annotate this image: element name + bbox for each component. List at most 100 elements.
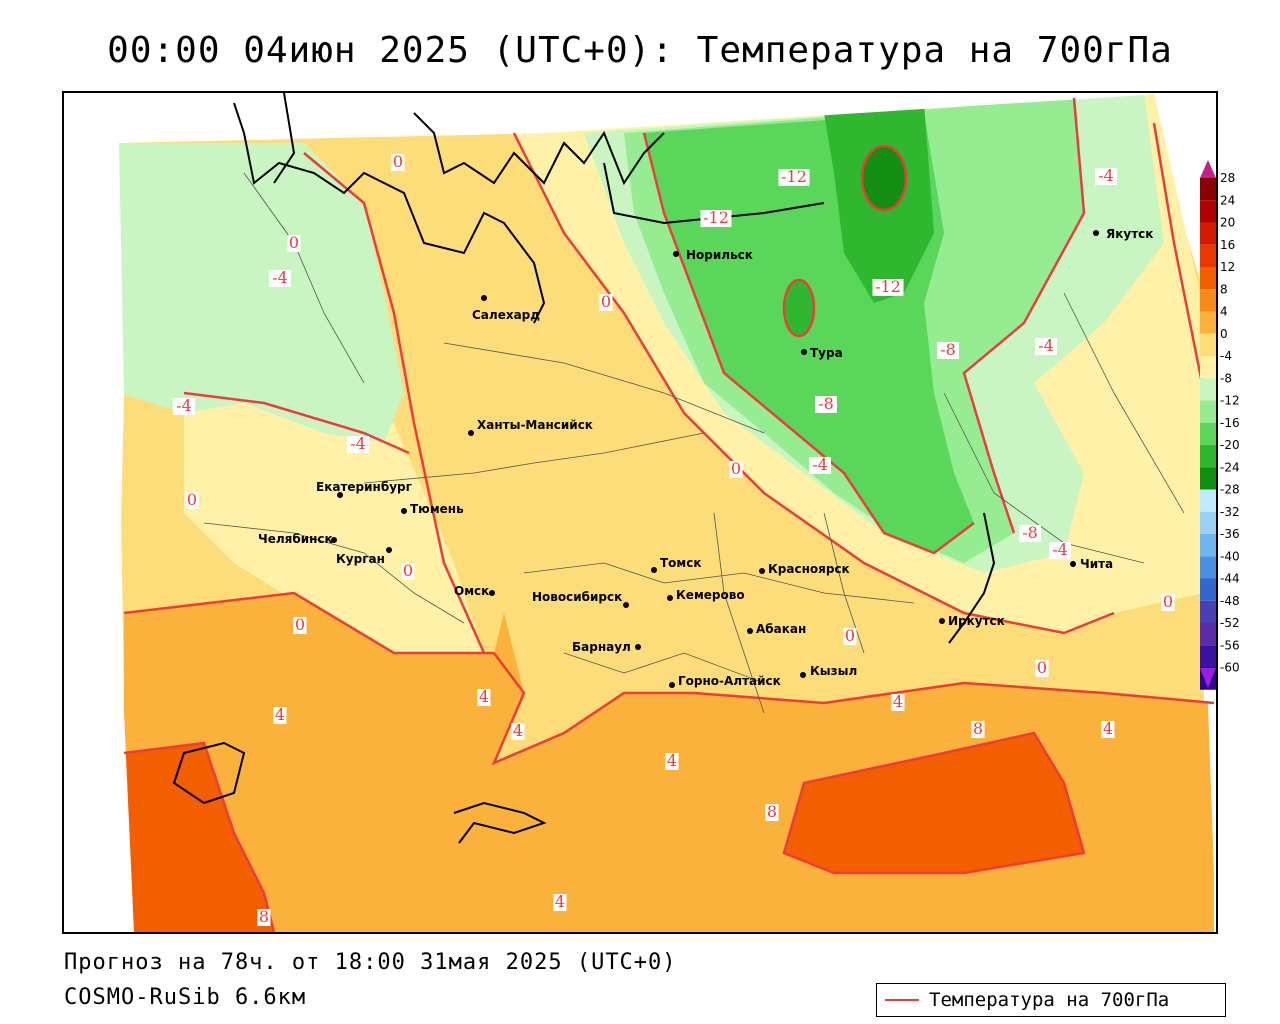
colorbar-top-arrow — [1200, 160, 1216, 178]
temperature-contours — [123, 97, 1215, 932]
colorbar-tick-label: 8 — [1220, 282, 1228, 296]
contour-label: -8 — [937, 340, 959, 359]
forecast-info: Прогноз на 78ч. от 18:00 31мая 2025 (UTC… — [64, 950, 677, 975]
colorbar-tick-label: -8 — [1220, 371, 1232, 385]
map-title: 00:00 04июн 2025 (UTC+0): Температура на… — [107, 30, 1173, 71]
contour-label: 4 — [511, 721, 525, 740]
colorbar-tick-label: 12 — [1220, 260, 1235, 274]
colorbar-box — [1200, 534, 1216, 557]
svg-text:4: 4 — [275, 705, 285, 724]
svg-text:-12: -12 — [703, 208, 729, 227]
contour-label: 0 — [287, 233, 301, 252]
colorbar-box — [1200, 200, 1216, 223]
legend: Температура на 700гПа — [876, 983, 1226, 1017]
colorbar: 28 24 20 16 12 8 4 0 -4 -8 -12 -16 -20 -24 -28 -32 -36 -4… — [1200, 160, 1240, 690]
city-label-kurgan: Курган — [336, 552, 385, 566]
contour-label: -4 — [347, 434, 369, 453]
temp-field-minus4-0-west — [184, 393, 484, 653]
colorbar-bottom-arrow — [1200, 668, 1216, 688]
contour-label: 4 — [553, 892, 567, 911]
city-label-kyzyl: Кызыл — [810, 664, 857, 678]
colorbar-box — [1200, 244, 1216, 267]
city-dot-kemerovo — [667, 595, 673, 601]
city-label-gorno-altaysk: Горно-Алтайск — [678, 674, 781, 688]
coastlines — [172, 93, 996, 844]
colorbar-tick-label: -52 — [1220, 616, 1240, 630]
city-label-yakutsk: Якутск — [1106, 227, 1153, 241]
svg-text:-8: -8 — [818, 394, 834, 413]
city-dot-salekhard — [481, 295, 487, 301]
colorbar-tick-label: -4 — [1220, 349, 1232, 363]
domain-mask-top — [64, 93, 1154, 143]
contour-label: -4 — [1095, 166, 1117, 185]
city-markers: Норильск Якутск Салехард Тура Ханты-Манс… — [258, 227, 1153, 688]
city-label-abakan: Абакан — [756, 622, 806, 636]
svg-text:-4: -4 — [1038, 336, 1054, 355]
city-dot-norilsk — [673, 251, 679, 257]
colorbar-box — [1200, 400, 1216, 423]
city-dot-gorno-altaysk — [669, 682, 675, 688]
svg-text:4: 4 — [513, 721, 523, 740]
svg-text:4: 4 — [667, 751, 677, 770]
city-label-tyumen: Тюмень — [410, 502, 464, 516]
svg-text:-4: -4 — [812, 455, 828, 474]
map-canvas: Норильск Якутск Салехард Тура Ханты-Манс… — [64, 93, 1216, 932]
contour-label: 4 — [477, 687, 491, 706]
contour-label: -8 — [1019, 523, 1041, 542]
contour-label: 0 — [293, 615, 307, 634]
temp-cold-core — [862, 146, 906, 210]
colorbar-tick-label: -32 — [1220, 505, 1240, 519]
colorbar-box — [1200, 178, 1216, 201]
city-label-barnaul: Барнаул — [572, 640, 631, 654]
colorbar-box — [1200, 623, 1216, 646]
svg-text:0: 0 — [187, 490, 197, 509]
colorbar-tick-label: -60 — [1220, 661, 1240, 675]
contour-label: 8 — [765, 802, 779, 821]
colorbar-box — [1200, 467, 1216, 490]
contour-label: -12 — [700, 208, 732, 227]
contour-label: -4 — [173, 396, 195, 415]
contour-label: -4 — [269, 268, 291, 287]
colorbar-box — [1200, 511, 1216, 534]
colorbar-tick-label: 0 — [1220, 327, 1228, 341]
domain-mask-left — [64, 93, 134, 932]
contour-label: 8 — [257, 907, 271, 926]
city-label-ekaterinburg: Екатеринбург — [316, 480, 412, 494]
temp-field-8plus-south — [784, 733, 1084, 873]
contour-label: -8 — [815, 394, 837, 413]
admin-boundaries — [203, 172, 1185, 714]
city-dot-khanty-mansiysk — [468, 430, 474, 436]
colorbar-tick-label: -40 — [1220, 549, 1240, 563]
colorbar-box — [1200, 356, 1216, 379]
colorbar-box — [1200, 556, 1216, 579]
colorbar-tick-label: -16 — [1220, 416, 1240, 430]
colorbar-tick-label: -36 — [1220, 527, 1240, 541]
svg-text:0: 0 — [731, 459, 741, 478]
city-label-khanty-mansiysk: Ханты-Мансийск — [477, 418, 593, 432]
contour-label: 0 — [1035, 658, 1049, 677]
svg-text:-4: -4 — [1052, 540, 1068, 559]
city-dot-barnaul — [635, 644, 641, 650]
svg-text:0: 0 — [393, 152, 403, 171]
contour-label: 4 — [665, 751, 679, 770]
svg-text:-12: -12 — [781, 167, 807, 186]
colorbar-tick-label: 4 — [1220, 305, 1228, 319]
city-label-salekhard: Салехард — [472, 308, 540, 322]
city-label-kemerovo: Кемерово — [676, 588, 745, 602]
colorbar-tick-label: -20 — [1220, 438, 1240, 452]
svg-text:0: 0 — [295, 615, 305, 634]
temperature-map[interactable]: Норильск Якутск Салехард Тура Ханты-Манс… — [62, 91, 1218, 934]
city-dot-omsk — [489, 590, 495, 596]
colorbar-box — [1200, 645, 1216, 668]
colorbar-tick-label: 16 — [1220, 238, 1235, 252]
colorbar-tick-label: -28 — [1220, 483, 1240, 497]
city-dot-novosibirsk — [623, 602, 629, 608]
city-label-omsk: Омск — [454, 584, 489, 598]
svg-text:0: 0 — [403, 561, 413, 580]
svg-text:8: 8 — [767, 802, 777, 821]
city-label-tomsk: Томск — [660, 556, 702, 570]
colorbar-box — [1200, 422, 1216, 445]
city-dot-tyumen — [401, 508, 407, 514]
city-dot-tomsk — [651, 567, 657, 573]
colorbar-box — [1200, 267, 1216, 290]
